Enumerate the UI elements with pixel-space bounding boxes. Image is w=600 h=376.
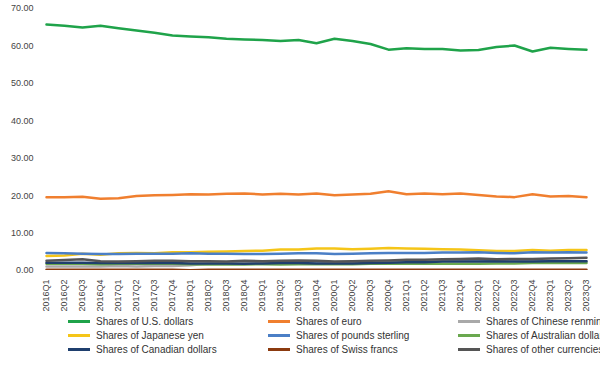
html-text:Shares of U.S. dollars: Shares of U.S. dollars [96, 316, 194, 327]
svg-text:2020Q4: 2020Q4 [383, 280, 393, 312]
svg-text:2021Q1: 2021Q1 [401, 280, 411, 312]
svg-text:2017Q2: 2017Q2 [131, 280, 141, 312]
svg-text:2017Q3: 2017Q3 [149, 280, 159, 312]
html-text:Shares of euro: Shares of euro [296, 316, 362, 327]
svg-text:2023Q2: 2023Q2 [563, 280, 573, 312]
svg-text:2018Q4: 2018Q4 [239, 280, 249, 312]
svg-text:2021Q2: 2021Q2 [419, 280, 429, 312]
svg-text:10.00: 10.00 [11, 228, 34, 238]
svg-text:30.00: 30.00 [11, 153, 34, 163]
svg-text:2019Q4: 2019Q4 [311, 280, 321, 312]
svg-text:2018Q1: 2018Q1 [185, 280, 195, 312]
html-text:Shares of Swiss francs: Shares of Swiss francs [296, 344, 398, 355]
html-text:Shares of Canadian dollars: Shares of Canadian dollars [96, 344, 217, 355]
svg-text:2020Q1: 2020Q1 [329, 280, 339, 312]
svg-text:2019Q1: 2019Q1 [257, 280, 267, 312]
svg-text:2022Q1: 2022Q1 [473, 280, 483, 312]
svg-text:2021Q3: 2021Q3 [437, 280, 447, 312]
html-text:Shares of pounds sterling: Shares of pounds sterling [296, 330, 410, 341]
svg-text:60.00: 60.00 [11, 41, 34, 51]
html-text:Shares of Japanese yen: Shares of Japanese yen [96, 330, 204, 341]
svg-text:2019Q3: 2019Q3 [293, 280, 303, 312]
svg-text:2018Q3: 2018Q3 [221, 280, 231, 312]
svg-text:2022Q3: 2022Q3 [509, 280, 519, 312]
svg-text:2022Q4: 2022Q4 [527, 280, 537, 312]
svg-text:50.00: 50.00 [11, 78, 34, 88]
svg-text:2020Q3: 2020Q3 [365, 280, 375, 312]
svg-text:2019Q2: 2019Q2 [275, 280, 285, 312]
svg-text:2021Q4: 2021Q4 [455, 280, 465, 312]
svg-text:2016Q2: 2016Q2 [59, 280, 69, 312]
svg-text:20.00: 20.00 [11, 191, 34, 201]
svg-text:0.00: 0.00 [16, 265, 34, 275]
svg-text:2016Q1: 2016Q1 [41, 280, 51, 312]
svg-text:2020Q2: 2020Q2 [347, 280, 357, 312]
svg-text:2023Q3: 2023Q3 [581, 280, 591, 312]
svg-text:2016Q3: 2016Q3 [77, 280, 87, 312]
svg-text:2016Q4: 2016Q4 [95, 280, 105, 312]
svg-text:2018Q2: 2018Q2 [203, 280, 213, 312]
svg-text:2017Q1: 2017Q1 [113, 280, 123, 312]
svg-text:2022Q2: 2022Q2 [491, 280, 501, 312]
svg-text:2023Q1: 2023Q1 [545, 280, 555, 312]
svg-text:40.00: 40.00 [11, 116, 34, 126]
svg-text:70.00: 70.00 [11, 3, 34, 13]
svg-text:2017Q4: 2017Q4 [167, 280, 177, 312]
